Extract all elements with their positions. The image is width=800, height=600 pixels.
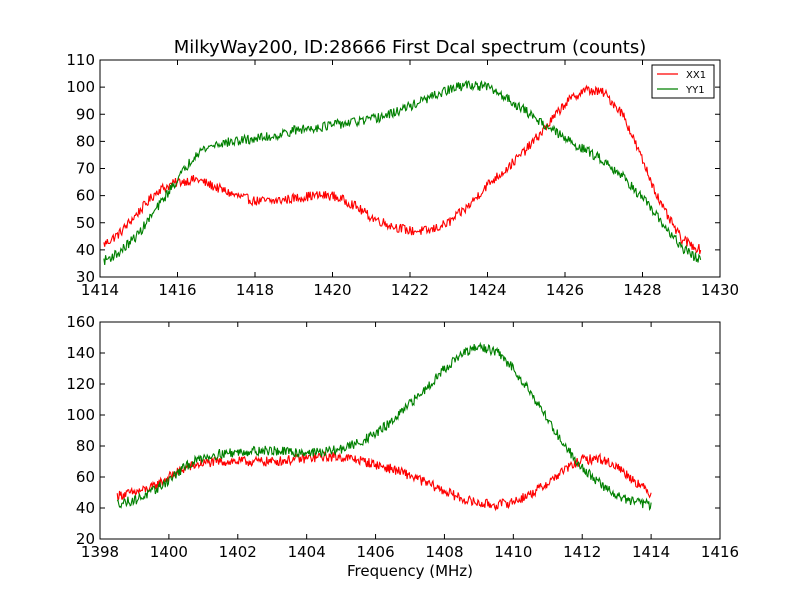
bottom-y-tick-label: 120 — [66, 375, 95, 393]
bottom-x-tick-label: 1406 — [356, 543, 394, 561]
top-y-tick-label: 60 — [76, 187, 95, 205]
top-x-tick-label: 1416 — [158, 281, 196, 299]
top-y-tick-label: 70 — [76, 160, 95, 178]
bottom-chart: 1398 1400 1402 1404 1406 1408 1410 1412 1414 1416… — [66, 313, 739, 561]
legend-box — [651, 64, 715, 99]
top-y-tick-label: 100 — [66, 78, 95, 96]
top-x-tick-label: 1422 — [391, 281, 429, 299]
top-x-tick-label: 1428 — [623, 281, 661, 299]
bottom-x-tick-label: 1398 — [81, 543, 119, 561]
top-y-tick-label: 90 — [76, 105, 95, 123]
top-x-tick-label: 1430 — [701, 281, 739, 299]
top-x-tick-label: 1418 — [236, 281, 274, 299]
legend: XX1 YY1 — [651, 64, 715, 99]
top-chart: 1414 1416 1418 1420 1422 1424 1426 1428 1430 30 40… — [66, 51, 739, 299]
top-plot-frame — [99, 59, 721, 278]
bottom-plot-frame — [99, 321, 721, 540]
top-y-tick-label: 40 — [76, 241, 95, 259]
bottom-x-tick-label: 1416 — [701, 543, 739, 561]
top-y-tick-label: 80 — [76, 132, 95, 150]
top-x-tick-label: 1426 — [546, 281, 584, 299]
bottom-x-tick-label: 1404 — [288, 543, 326, 561]
bottom-y-tick-label: 160 — [66, 313, 95, 331]
legend-label-yy1: YY1 — [685, 85, 705, 96]
bottom-x-tick-label: 1412 — [563, 543, 601, 561]
bottom-x-tick-label: 1408 — [425, 543, 463, 561]
top-series-yy1-line — [103, 79, 702, 266]
bottom-series-yy1-line — [116, 341, 652, 512]
bottom-x-tick-label: 1414 — [632, 543, 670, 561]
bottom-y-tick-label: 140 — [66, 344, 95, 362]
legend-label-xx1: XX1 — [686, 70, 706, 81]
bottom-y-tick-label: 20 — [76, 530, 95, 548]
bottom-y-tick-label: 100 — [66, 406, 95, 424]
bottom-y-tick-label: 60 — [76, 468, 95, 486]
bottom-y-tick-label: 40 — [76, 499, 95, 517]
bottom-series-xx1-line — [116, 451, 652, 512]
top-x-tick-label: 1414 — [81, 281, 119, 299]
top-y-tick-label: 110 — [66, 51, 95, 69]
top-y-tick-label: 50 — [76, 214, 95, 232]
bottom-x-tick-label: 1410 — [494, 543, 532, 561]
top-series-xx1-line — [103, 84, 702, 255]
top-y-tick-label: 30 — [76, 268, 95, 286]
top-x-tick-label: 1420 — [313, 281, 351, 299]
bottom-x-tick-label: 1402 — [219, 543, 257, 561]
x-axis-label: Frequency (MHz) — [347, 562, 473, 580]
bottom-y-tick-label: 80 — [76, 437, 95, 455]
chart-title: MilkyWay200, ID:28666 First Dcal spectru… — [174, 37, 647, 58]
bottom-x-tick-label: 1400 — [150, 543, 188, 561]
top-x-tick-label: 1424 — [468, 281, 506, 299]
